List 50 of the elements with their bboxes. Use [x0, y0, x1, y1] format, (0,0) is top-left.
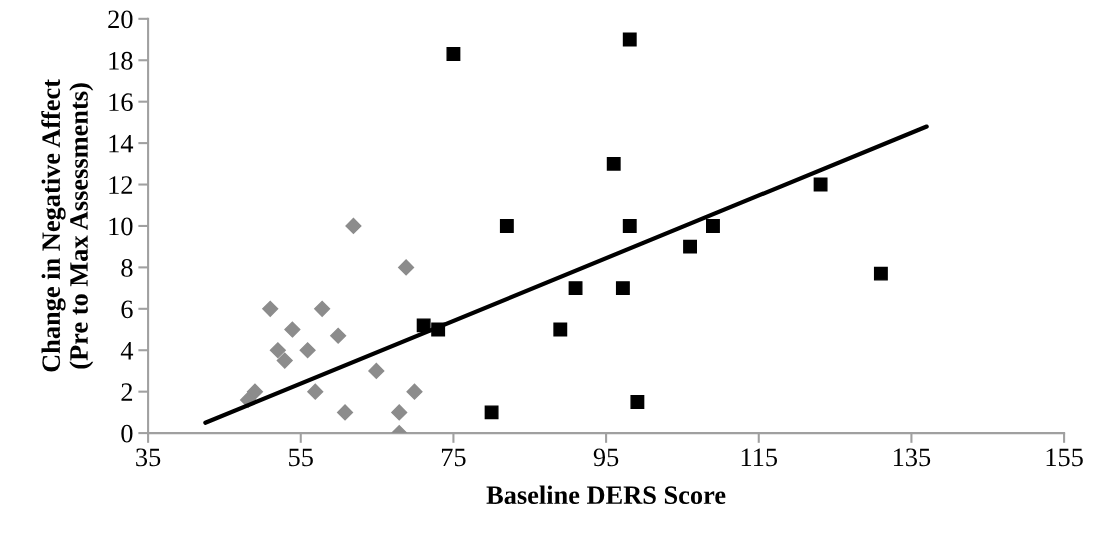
- point: [269, 342, 286, 359]
- y-axis-title: Change in Negative Affect (Pre to Max Assessments): [41, 79, 94, 372]
- x-tick-label: 95: [593, 448, 619, 467]
- x-tick-label: 115: [741, 448, 778, 467]
- point: [873, 266, 888, 281]
- point: [706, 219, 720, 233]
- point: [568, 281, 583, 296]
- y-tick-label: 16: [109, 93, 133, 112]
- point: [391, 404, 408, 421]
- point: [368, 362, 385, 380]
- point: [446, 47, 461, 61]
- point: [622, 219, 637, 233]
- y-tick-label: 10: [109, 217, 133, 236]
- x-tick-label: 55: [289, 448, 313, 467]
- point: [336, 404, 354, 421]
- point: [398, 259, 415, 276]
- point: [345, 217, 362, 235]
- point: [314, 300, 331, 317]
- y-tick-label: 18: [109, 51, 133, 70]
- x-tick-label: 155: [1046, 448, 1083, 467]
- y-tick-label: 12: [109, 176, 133, 194]
- y-tick-label: 6: [121, 300, 133, 319]
- point: [276, 352, 293, 369]
- point: [330, 327, 347, 344]
- point: [299, 342, 316, 359]
- point: [416, 318, 431, 333]
- y-tick-label: 20: [108, 10, 133, 29]
- point: [553, 322, 568, 337]
- y-tick-label: 0: [121, 424, 133, 443]
- point: [307, 383, 324, 400]
- point: [484, 405, 499, 420]
- x-axis-title: Baseline DERS Score: [486, 485, 726, 505]
- point: [606, 156, 621, 171]
- point: [813, 177, 828, 192]
- x-tick-label: 75: [441, 448, 466, 467]
- point: [615, 281, 630, 296]
- point: [284, 321, 301, 338]
- y-tick-label: 2: [121, 383, 133, 401]
- point: [262, 300, 279, 317]
- x-tick-label: 135: [893, 448, 931, 467]
- x-tick-label: 35: [136, 448, 161, 467]
- y-tick-label: 4: [120, 342, 134, 360]
- y-tick-label: 8: [121, 258, 133, 277]
- point: [246, 383, 264, 400]
- point: [622, 32, 637, 47]
- y-tick-label: 14: [109, 134, 134, 153]
- point: [683, 239, 698, 254]
- point: [406, 383, 423, 400]
- point: [499, 219, 514, 233]
- point: [630, 395, 645, 409]
